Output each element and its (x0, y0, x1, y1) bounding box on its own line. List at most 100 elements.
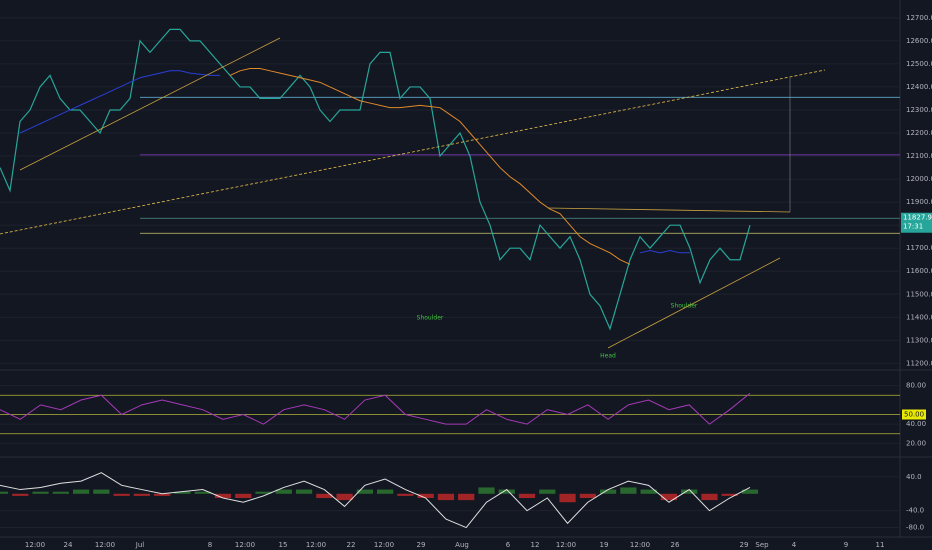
x-tick-label: 24 (64, 541, 73, 549)
x-tick-label: 12:00 (374, 541, 394, 549)
histogram-bar (174, 491, 191, 494)
histogram-bar (12, 493, 29, 496)
histogram-bar (235, 493, 252, 498)
histogram-bar (559, 493, 576, 503)
x-tick-label: 12 (531, 541, 540, 549)
x-tick-label: 8 (208, 541, 212, 549)
countdown: 17:31 (903, 223, 923, 231)
x-tick-label: 12:00 (306, 541, 326, 549)
pattern-label: Head (600, 353, 616, 360)
x-tick-label: 4 (792, 541, 797, 549)
histogram-bar (701, 493, 718, 501)
y-tick-label: 12000.0 (906, 175, 932, 183)
histogram-bar (518, 493, 536, 498)
pattern-label: Shoulder (417, 315, 444, 322)
x-tick-label: 29 (740, 541, 749, 549)
histogram-bar (437, 493, 455, 501)
price-tag (901, 212, 932, 233)
support (607, 257, 781, 349)
x-tick-label: 22 (347, 541, 356, 549)
level-badge-label: 50.00 (904, 411, 924, 419)
histogram-bar (397, 493, 414, 496)
series-line (639, 249, 690, 254)
y-tick-label: 20.00 (906, 439, 926, 447)
series-line (19, 70, 220, 134)
histogram-bar (72, 489, 90, 494)
x-tick-label: 26 (671, 541, 680, 549)
pattern-label: Shoulder (671, 303, 698, 310)
histogram-bar (721, 493, 738, 496)
histogram-bar (579, 493, 596, 498)
y-tick-label: 12400.0 (906, 83, 932, 91)
histogram-bar (458, 493, 475, 501)
trend-up (19, 37, 281, 171)
y-tick-label: 12700.0 (906, 14, 932, 22)
y-tick-label: -80.0 (906, 524, 924, 532)
series-line (0, 472, 751, 529)
histogram-bar (275, 489, 292, 494)
histogram-bar (154, 493, 171, 496)
histogram-bar (0, 491, 9, 494)
histogram-bar (478, 487, 495, 494)
x-tick-label: 19 (600, 541, 609, 549)
histogram-bar (32, 491, 49, 494)
histogram-bar (356, 489, 373, 494)
histogram-bar (660, 493, 678, 501)
y-tick-label: 12300.0 (906, 106, 932, 114)
x-tick-label: 9 (844, 541, 848, 549)
x-tick-label: 12:00 (556, 541, 576, 549)
x-tick-label: 6 (506, 541, 511, 549)
histogram-bar (194, 491, 211, 494)
y-tick-label: 80.00 (906, 382, 926, 390)
y-tick-label: 11300.0 (906, 336, 932, 344)
y-tick-label: 11900.0 (906, 198, 932, 206)
y-tick-label: 12600.0 (906, 37, 932, 45)
y-tick-label: 11500.0 (906, 290, 932, 298)
y-tick-label: 40.00 (906, 420, 926, 428)
histogram-bar (255, 491, 272, 494)
x-tick-label: Sep (755, 541, 769, 549)
trend-dotted (0, 69, 826, 235)
histogram-bar (741, 489, 759, 494)
series-line (0, 392, 751, 425)
x-tick-label: 12:00 (25, 541, 45, 549)
y-tick-label: 12500.0 (906, 60, 932, 68)
histogram-bar (295, 489, 313, 494)
series-line (0, 28, 751, 331)
x-tick-label: 29 (417, 541, 426, 549)
x-tick-label: 15 (279, 541, 288, 549)
series-line (229, 68, 631, 265)
histogram-bar (620, 487, 637, 494)
level-badge (902, 409, 926, 420)
histogram-bar (316, 493, 333, 498)
histogram-bar (539, 489, 556, 494)
price-tag-label: 11827.9 (903, 214, 932, 222)
y-tick-label: 11700.0 (906, 244, 932, 252)
x-tick-label: 12:00 (235, 541, 255, 549)
y-tick-label: 12200.0 (906, 129, 932, 137)
x-tick-label: 11 (876, 541, 885, 549)
histogram-bar (93, 489, 110, 494)
histogram-bar (113, 493, 130, 496)
histogram-bar (377, 489, 394, 494)
y-tick-label: -40.0 (906, 507, 924, 515)
histogram-bar (417, 493, 434, 498)
y-tick-label: 11400.0 (906, 313, 932, 321)
x-tick-label: 12:00 (95, 541, 115, 549)
x-tick-label: Aug (455, 541, 469, 549)
y-tick-label: 40.0 (906, 473, 922, 481)
histogram-bar (600, 489, 617, 494)
y-tick-label: 11200.0 (906, 359, 932, 367)
x-tick-label: 12:00 (630, 541, 650, 549)
histogram-bar (681, 489, 698, 494)
histogram-bar (52, 491, 69, 494)
y-tick-label: 12100.0 (906, 152, 932, 160)
histogram-bar (214, 493, 232, 498)
histogram-bar (498, 489, 515, 494)
x-tick-label: Jul (135, 541, 145, 549)
histogram-bar (336, 493, 353, 501)
neckline (547, 207, 791, 213)
histogram-bar (133, 493, 150, 496)
